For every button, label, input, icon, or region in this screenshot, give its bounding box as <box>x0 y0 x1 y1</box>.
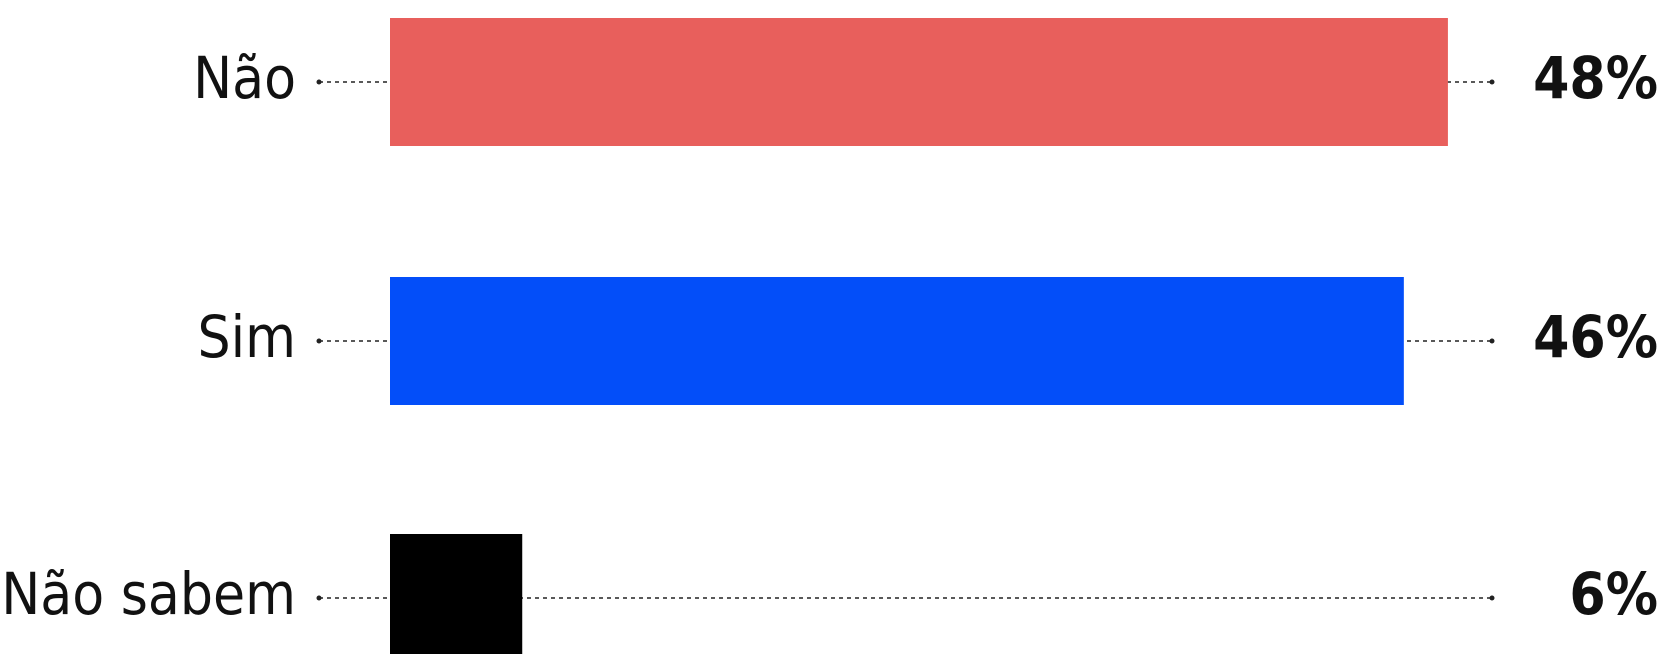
leader-dot <box>316 338 322 344</box>
leader-dot <box>1489 595 1495 601</box>
bar <box>390 534 523 654</box>
category-label: Sim <box>198 303 296 371</box>
category-label: Não <box>193 44 296 112</box>
category-label: Não sabem <box>1 560 296 628</box>
leader-dot <box>1489 79 1495 85</box>
leader-dot <box>316 79 322 85</box>
leader-dot <box>1489 338 1495 344</box>
value-label: 46% <box>1533 303 1658 371</box>
bar <box>390 277 1404 405</box>
value-label: 6% <box>1569 560 1658 628</box>
bar <box>390 18 1448 146</box>
leader-dot <box>316 595 322 601</box>
value-label: 48% <box>1533 44 1658 112</box>
